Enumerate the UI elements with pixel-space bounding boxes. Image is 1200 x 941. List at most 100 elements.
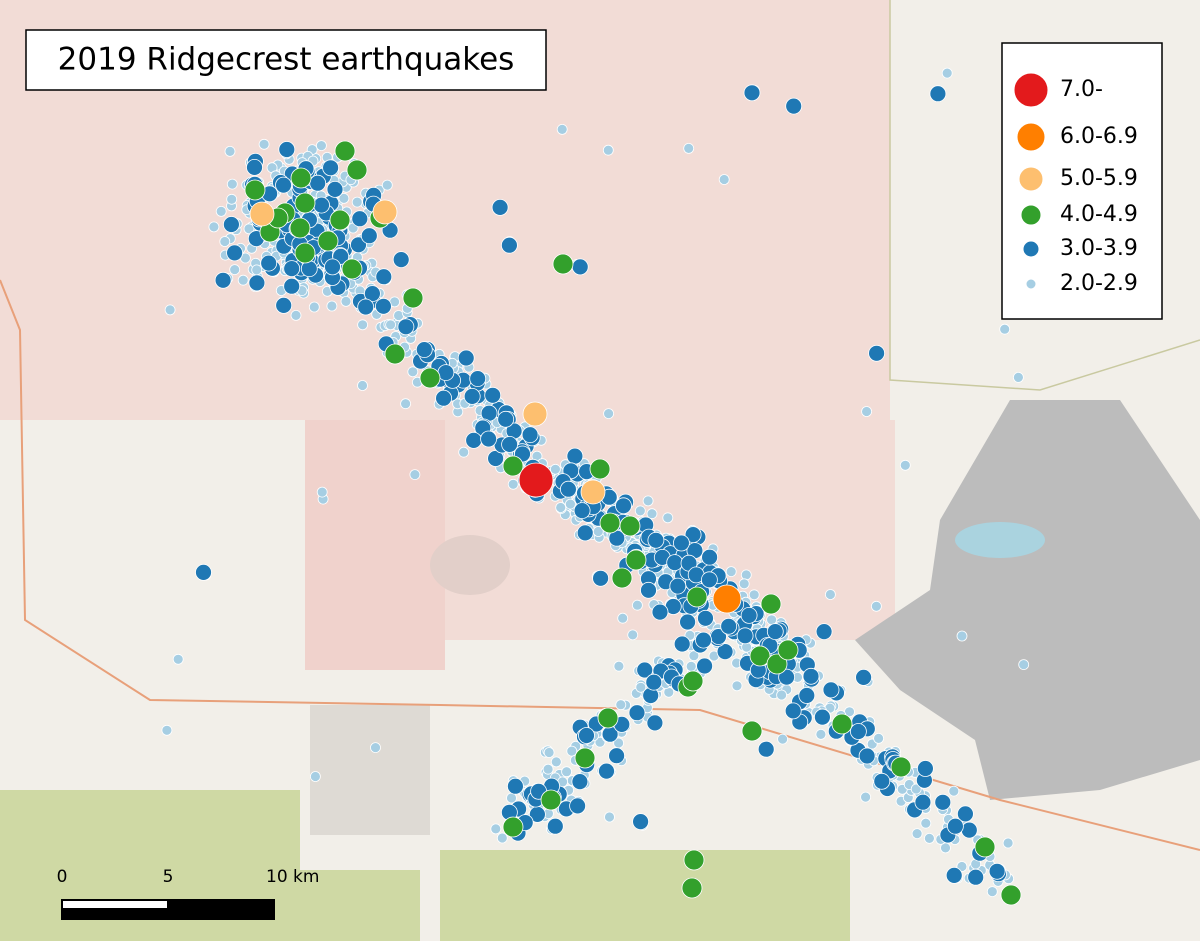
earthquake-dot xyxy=(578,727,595,744)
earthquake-dot xyxy=(1000,884,1022,906)
earthquake-dot xyxy=(592,569,609,587)
earthquake-dot xyxy=(625,549,647,571)
earthquake-dot xyxy=(599,512,621,534)
earthquake-dot xyxy=(502,816,524,838)
earthquake-dot xyxy=(500,236,518,254)
earthquake-dot xyxy=(229,264,241,276)
legend-marker xyxy=(1022,240,1040,258)
earthquake-dot xyxy=(716,643,734,660)
earthquake-dot xyxy=(324,258,341,276)
earthquake-dot xyxy=(632,599,643,611)
earthquake-dot xyxy=(370,742,381,753)
earthquake-dot xyxy=(340,295,352,307)
earthquake-dot xyxy=(736,627,754,645)
earthquake-dot xyxy=(294,192,316,214)
earthquake-dot xyxy=(214,271,232,289)
earthquake-dot xyxy=(749,645,771,667)
earthquake-dot xyxy=(701,571,718,589)
road xyxy=(889,0,1200,391)
military-area xyxy=(855,400,1200,800)
earthquake-dot xyxy=(569,797,586,815)
earthquake-dot xyxy=(666,554,684,571)
earthquake-dot xyxy=(822,681,840,699)
earthquake-dot xyxy=(161,724,173,736)
earthquake-dot xyxy=(226,193,238,205)
earthquake-dot xyxy=(635,681,647,693)
earthquake-dot xyxy=(679,613,696,631)
earthquake-dot xyxy=(669,577,687,595)
earthquake-dot xyxy=(164,304,176,316)
earthquake-dot xyxy=(967,868,985,886)
earthquake-dot xyxy=(662,512,674,524)
earthquake-dot xyxy=(688,650,700,662)
earthquake-dot xyxy=(642,495,654,507)
earthquake-dot xyxy=(560,480,577,498)
legend-label: 5.0-5.9 xyxy=(1060,166,1138,191)
earthquake-dot xyxy=(748,589,760,601)
earthquake-dot xyxy=(850,723,867,740)
earthquake-dot xyxy=(251,264,263,276)
earthquake-dot xyxy=(501,435,519,453)
earthquake-dot xyxy=(957,805,974,823)
earthquake-dot xyxy=(308,301,320,313)
earthquake-dot xyxy=(550,756,562,768)
earthquake-dot xyxy=(409,469,421,481)
earthquake-dot xyxy=(683,849,705,871)
earthquake-dot xyxy=(934,793,952,811)
earthquake-dot xyxy=(920,817,932,829)
earthquake-dot xyxy=(740,569,752,581)
earthquake-dot xyxy=(226,178,238,190)
earthquake-dot xyxy=(646,508,658,520)
earthquake-dot xyxy=(924,833,935,844)
earthquake-dot xyxy=(890,756,912,778)
earthquake-dot xyxy=(651,603,669,621)
legend-marker xyxy=(1018,166,1044,192)
earthquake-dot xyxy=(540,789,562,811)
earthquake-dot xyxy=(617,612,629,624)
earthquake-dot xyxy=(357,319,369,331)
earthquake-dot xyxy=(825,589,836,600)
earthquake-dot xyxy=(469,370,487,388)
earthquake-dot xyxy=(760,593,782,615)
earthquake-dot xyxy=(608,747,625,765)
earthquake-dot xyxy=(357,380,368,391)
earthquake-dot xyxy=(873,772,891,790)
scale-bar-segment xyxy=(61,899,169,910)
earthquake-dot xyxy=(246,158,263,176)
earthquake-dot xyxy=(684,526,702,543)
earthquake-dot xyxy=(602,144,614,156)
earthquake-dot xyxy=(873,733,884,744)
earthquake-dot xyxy=(244,179,266,201)
earthquake-dot xyxy=(815,623,833,640)
earthquake-dot xyxy=(871,600,882,612)
earthquake-dot xyxy=(766,623,784,640)
earthquake-dot xyxy=(521,426,539,444)
earthquake-dot xyxy=(640,581,657,599)
earthquake-dot xyxy=(911,828,923,839)
earthquake-dot xyxy=(619,515,641,537)
earthquake-dot xyxy=(573,502,591,520)
earthquake-dot xyxy=(222,216,240,233)
earthquake-dot xyxy=(571,258,589,276)
earthquake-dot xyxy=(741,720,763,742)
earthquake-dot xyxy=(603,408,614,420)
earthquake-dot xyxy=(248,274,266,292)
earthquake-dot xyxy=(215,205,227,217)
earthquake-dot xyxy=(465,431,483,449)
earthquake-dot xyxy=(1013,371,1024,383)
earthquake-dot xyxy=(868,344,885,362)
legend-label: 2.0-2.9 xyxy=(1060,271,1138,296)
road xyxy=(0,279,1200,851)
scale-label: 5 xyxy=(163,867,174,887)
earthquake-dot xyxy=(322,159,340,177)
earthquake-dot xyxy=(363,285,381,303)
earthquake-dot xyxy=(392,251,410,269)
earthquake-dot xyxy=(226,244,244,262)
earthquake-dot xyxy=(397,318,415,336)
earthquake-dot xyxy=(695,631,712,649)
earthquake-dot xyxy=(681,877,703,899)
earthquake-dot xyxy=(701,548,718,566)
earthquake-dot xyxy=(294,242,316,264)
earthquake-dot xyxy=(497,410,515,428)
earthquake-dot xyxy=(914,793,932,811)
